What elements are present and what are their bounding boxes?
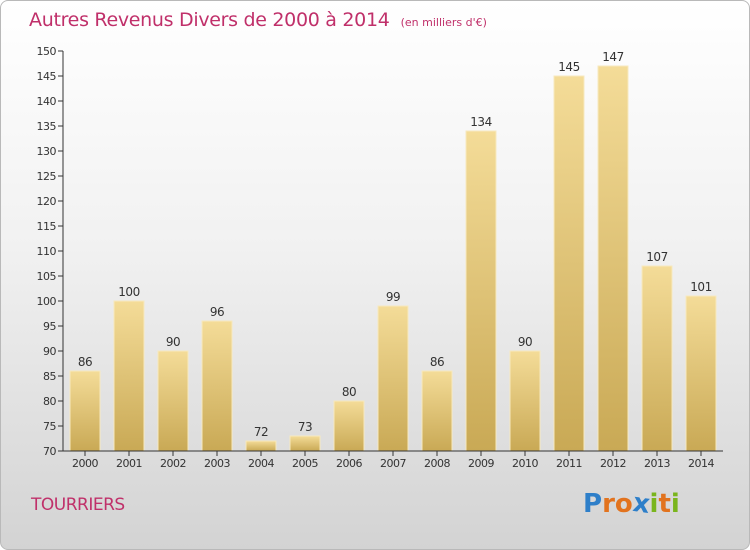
y-tick-label: 100 bbox=[37, 295, 57, 308]
bar-2001 bbox=[113, 300, 145, 452]
axes-group: 2000 2001 2002 2003 2004 2005 2006 2007 2008 2009… bbox=[37, 45, 723, 470]
x-tick-label: 2003 bbox=[204, 457, 230, 470]
y-tick-label: 135 bbox=[37, 120, 57, 133]
x-tick-label: 2002 bbox=[160, 457, 186, 470]
y-tick-label: 115 bbox=[37, 220, 57, 233]
x-tick-label: 2008 bbox=[424, 457, 450, 470]
x-tick-label: 2006 bbox=[336, 457, 362, 470]
data-label-2007: 99 bbox=[386, 290, 400, 304]
x-tick-label: 2001 bbox=[116, 457, 142, 470]
y-tick-label: 75 bbox=[43, 420, 56, 433]
data-label-2010: 90 bbox=[518, 335, 532, 349]
y-tick-label: 145 bbox=[37, 70, 57, 83]
bar-2013 bbox=[641, 265, 673, 452]
logo-letter: i bbox=[649, 489, 659, 519]
y-tick-label: 70 bbox=[43, 445, 56, 458]
bar-2007 bbox=[377, 305, 409, 452]
y-tick-label: 110 bbox=[37, 245, 57, 258]
x-tick-label: 2011 bbox=[556, 457, 582, 470]
data-label-2002: 90 bbox=[166, 335, 180, 349]
y-tick-label: 120 bbox=[37, 195, 57, 208]
y-tick-label: 150 bbox=[37, 45, 57, 58]
y-tick-label: 90 bbox=[43, 345, 56, 358]
chart-header: Autres Revenus Divers de 2000 à 2014 (en… bbox=[29, 9, 487, 31]
bar-2009 bbox=[465, 130, 497, 452]
x-tick-label: 2013 bbox=[644, 457, 670, 470]
x-tick-label: 2014 bbox=[688, 457, 714, 470]
y-tick-label: 105 bbox=[37, 270, 57, 283]
data-label-2008: 86 bbox=[430, 355, 444, 369]
bar-2004 bbox=[245, 440, 277, 452]
bar-2003 bbox=[201, 320, 233, 452]
logo-letter: i bbox=[670, 489, 680, 519]
data-label-2004: 72 bbox=[254, 425, 268, 439]
commune-name: TOURRIERS bbox=[31, 495, 125, 515]
bar-2002 bbox=[157, 350, 189, 452]
y-tick-label: 130 bbox=[37, 145, 57, 158]
x-tick-label: 2010 bbox=[512, 457, 538, 470]
logo-letter: P bbox=[583, 489, 603, 519]
bar-2011 bbox=[553, 75, 585, 452]
x-tick-label: 2009 bbox=[468, 457, 494, 470]
logo-letter: t bbox=[658, 489, 671, 519]
data-label-2014: 101 bbox=[690, 280, 711, 294]
bar-2006 bbox=[333, 400, 365, 452]
data-label-2011: 145 bbox=[558, 60, 579, 74]
data-label-2000: 86 bbox=[78, 355, 92, 369]
y-tick-label: 95 bbox=[43, 320, 56, 333]
data-label-2009: 134 bbox=[470, 115, 491, 129]
x-tick-label: 2004 bbox=[248, 457, 274, 470]
chart-title: Autres Revenus Divers de 2000 à 2014 bbox=[29, 9, 390, 31]
bar-2014 bbox=[685, 295, 717, 452]
y-tick-label: 140 bbox=[37, 95, 57, 108]
data-label-2006: 80 bbox=[342, 385, 356, 399]
data-label-2001: 100 bbox=[118, 285, 139, 299]
data-label-2005: 73 bbox=[298, 420, 312, 434]
logo-letter: x bbox=[630, 487, 652, 521]
x-tick-label: 2007 bbox=[380, 457, 406, 470]
logo-letter: o bbox=[614, 489, 633, 519]
bar-2000 bbox=[69, 370, 101, 452]
y-tick-label: 125 bbox=[37, 170, 57, 183]
y-tick-label: 80 bbox=[43, 395, 56, 408]
bar-2010 bbox=[509, 350, 541, 452]
bar-2012 bbox=[597, 65, 629, 452]
proxiti-logo: Proxiti bbox=[583, 487, 680, 521]
x-tick-label: 2012 bbox=[600, 457, 626, 470]
data-label-2003: 96 bbox=[210, 305, 224, 319]
x-tick-label: 2005 bbox=[292, 457, 318, 470]
chart-subtitle: (en milliers d'€) bbox=[400, 16, 487, 29]
y-tick-label: 85 bbox=[43, 370, 56, 383]
data-label-2013: 107 bbox=[646, 250, 667, 264]
x-tick-label: 2000 bbox=[72, 457, 98, 470]
logo-letter: r bbox=[602, 489, 615, 519]
bar-2005 bbox=[289, 435, 321, 452]
data-label-2012: 147 bbox=[602, 50, 623, 64]
bar-2008 bbox=[421, 370, 453, 452]
bars-group: 86 100 90 96 72 73 80 99 86 134 90 145 147 107 101 bbox=[69, 50, 717, 452]
